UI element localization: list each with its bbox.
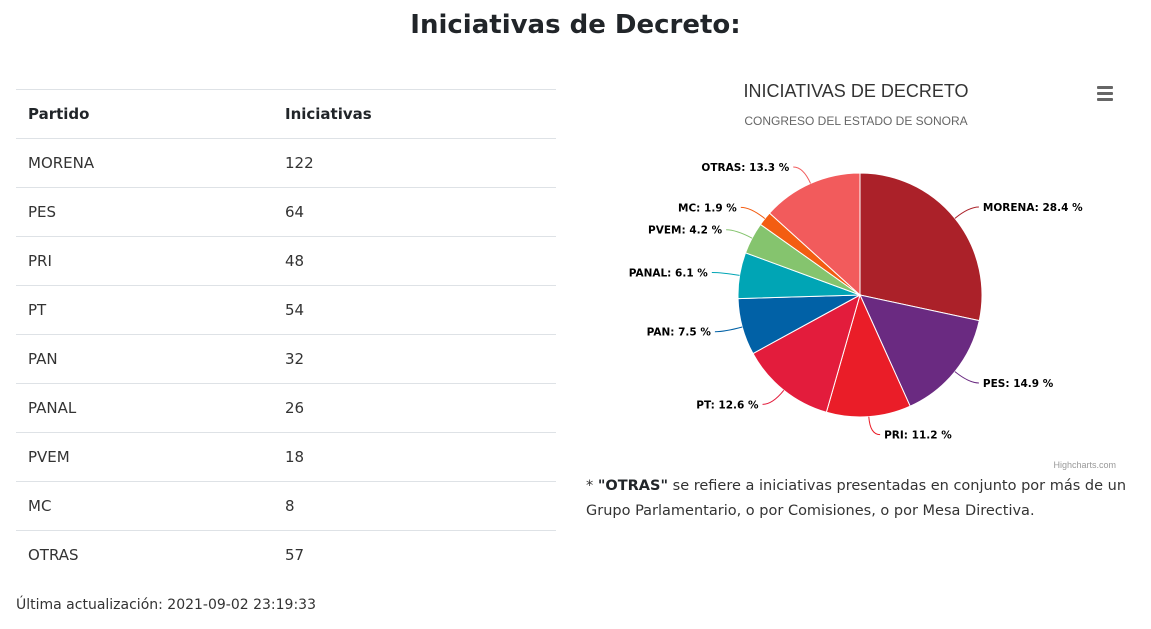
pie-data-label: PRI: 11.2 % [884,430,952,442]
chart-menu-button[interactable] [1095,84,1115,104]
pie-chart-container: INICIATIVAS DE DECRETO CONGRESO DEL ESTA… [575,70,1141,475]
pie-slice-pt[interactable] [752,293,861,413]
pie-labels: MORENA: 28.4 % PES: 14.9 % PRI: 11.2 % PT: … [629,162,1083,442]
party-cell: PANAL [16,383,273,433]
label-connector [762,389,785,405]
otras-footnote: * "OTRAS" se refiere a iniciativas prese… [586,474,1126,523]
pie-data-label: PVEM: 4.2 % [648,225,723,237]
pie-data-label: MORENA: 28.4 % [983,202,1083,214]
menu-icon-bar [1097,98,1113,101]
pie-data-label: PANAL: 6.1 % [629,267,709,279]
party-cell: PES [16,187,273,237]
pie-data-label: PES: 14.9 % [983,378,1054,390]
menu-icon-bar [1097,92,1113,95]
party-cell: PRI [16,236,273,286]
count-cell: 122 [273,138,556,188]
initiatives-table-container: Partido Iniciativas MORENA 122 PES 64 PRI 4… [16,89,556,579]
pie-data-label: MC: 1.9 % [678,202,737,214]
footnote-text: se refiere a iniciativas presentadas en … [586,478,1127,519]
party-cell: PT [16,285,273,335]
table-row: PAN 32 [16,334,556,384]
footnote-bold: "OTRAS" [597,478,669,494]
label-connector [711,271,740,276]
count-cell: 26 [273,383,556,433]
chart-title: INICIATIVAS DE DECRETO [743,81,968,101]
table-row: PES 64 [16,187,556,237]
table-row: PT 54 [16,285,556,335]
pie-slice-otras[interactable] [768,172,861,297]
party-cell: MORENA [16,138,273,188]
label-connector [954,206,979,219]
table-row: PRI 48 [16,236,556,286]
menu-icon-bar [1097,86,1113,89]
party-cell: OTRAS [16,530,273,579]
table-row: MC 8 [16,481,556,531]
count-cell: 8 [273,481,556,531]
party-cell: PVEM [16,432,273,482]
chart-subtitle: CONGRESO DEL ESTADO DE SONORA [744,114,967,128]
footnote-prefix: * [586,478,598,494]
table-row: MORENA 122 [16,138,556,188]
count-cell: 18 [273,432,556,482]
party-cell: PAN [16,334,273,384]
label-connector [726,229,753,239]
label-connector [714,326,743,333]
last-updated-text: Última actualización: 2021-09-02 23:19:3… [16,597,316,613]
count-cell: 32 [273,334,556,384]
count-cell: 57 [273,530,556,579]
pie-chart: INICIATIVAS DE DECRETO CONGRESO DEL ESTA… [629,81,1116,470]
pie-data-label: OTRAS: 13.3 % [701,162,789,174]
table-header-row: Partido Iniciativas [16,89,556,139]
count-cell: 64 [273,187,556,237]
pie-data-label: PAN: 7.5 % [647,327,712,339]
pie-slices [737,172,983,418]
label-connector [954,371,979,384]
initiatives-table: Partido Iniciativas MORENA 122 PES 64 PRI 4… [16,89,556,579]
column-header-party: Partido [16,89,273,139]
count-cell: 48 [273,236,556,286]
column-header-initiatives: Iniciativas [273,89,556,139]
label-connector [793,166,811,184]
pie-slice-pes[interactable] [859,294,980,407]
party-cell: MC [16,481,273,531]
label-connector [740,206,766,220]
count-cell: 54 [273,285,556,335]
chart-credits[interactable]: Highcharts.com [1053,460,1116,470]
table-row: OTRAS 57 [16,530,556,579]
label-connector [868,416,881,436]
page-title: Iniciativas de Decreto: [410,10,741,40]
table-row: PANAL 26 [16,383,556,433]
pie-data-label: PT: 12.6 % [696,399,759,411]
table-row: PVEM 18 [16,432,556,482]
